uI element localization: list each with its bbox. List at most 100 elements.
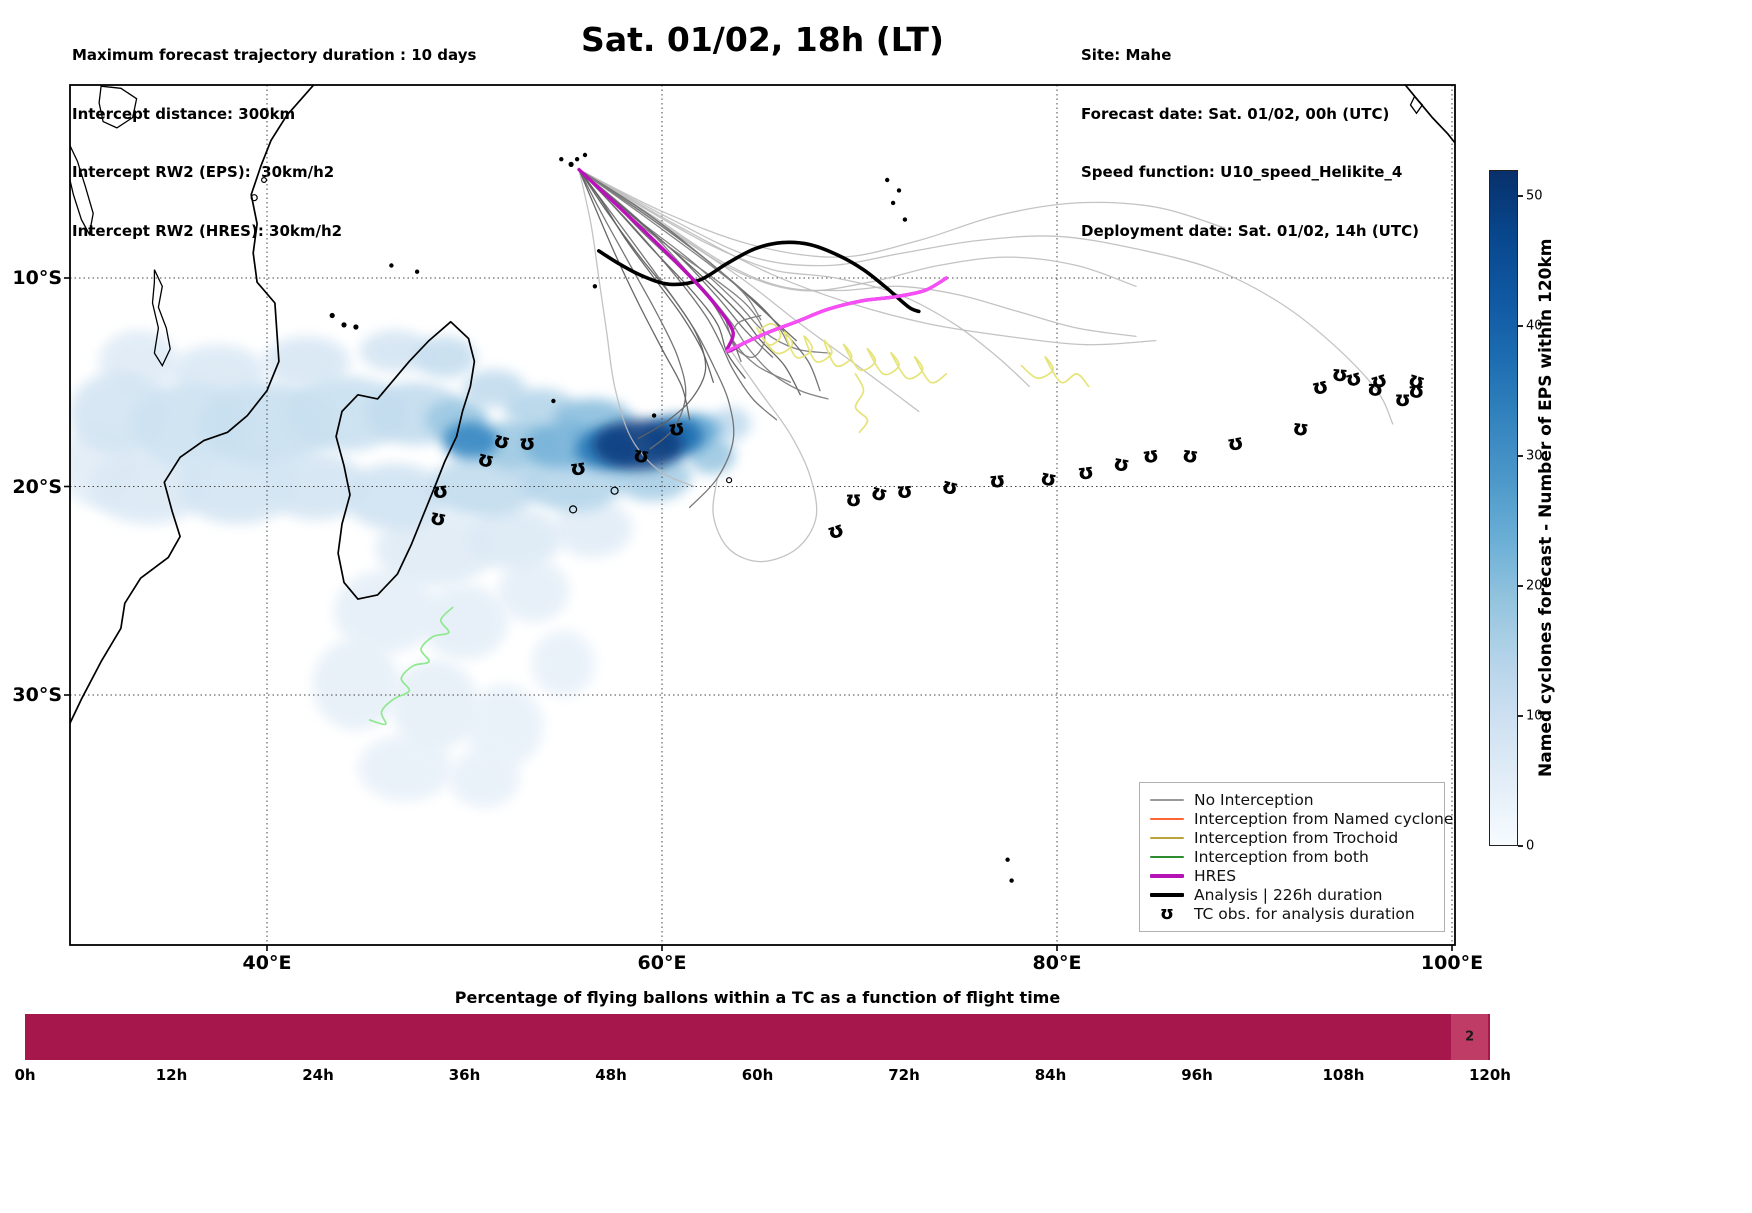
tc-obs-marker: ʊ xyxy=(1310,373,1331,400)
bottom-x-tick-label: 96h xyxy=(1181,1066,1213,1084)
density-blob xyxy=(497,559,570,623)
bottom-x-tick-label: 72h xyxy=(888,1066,920,1084)
tc-obs-marker: ʊ xyxy=(939,473,961,500)
tc-obs-marker: ʊ xyxy=(824,517,847,545)
density-blob xyxy=(413,336,477,379)
ensemble-track xyxy=(578,168,687,450)
balloon-tc-percentage-bar xyxy=(25,1014,1490,1060)
tc-obs-marker: ʊ xyxy=(491,427,513,454)
island-outline xyxy=(1409,95,1424,115)
island-dot xyxy=(582,152,588,158)
ensemble-track xyxy=(578,168,715,383)
ensemble-track-light xyxy=(578,168,1226,258)
colorbar-tick-mark xyxy=(1518,715,1523,717)
tc-obs-marker: ʊ xyxy=(667,415,687,441)
colorbar-tick-label: 10 xyxy=(1526,708,1543,724)
legend-label: TC obs. for analysis duration xyxy=(1194,905,1415,924)
density-blob xyxy=(391,659,479,752)
ensemble-track xyxy=(578,168,801,396)
colorbar-tick-label: 40 xyxy=(1526,318,1543,334)
legend-label: Interception from Trochoid xyxy=(1194,828,1399,847)
density-blob xyxy=(442,421,498,460)
colorbar-tick-label: 50 xyxy=(1526,188,1543,204)
island-dot xyxy=(890,200,896,206)
tc-obs-marker: ʊ xyxy=(1076,459,1095,485)
tc-obs-marker: ʊ xyxy=(868,479,890,507)
density-blob xyxy=(89,449,208,524)
site-line-3: Speed function: U10_speed_Helikite_4 xyxy=(1081,163,1403,181)
colorbar-tick-mark xyxy=(1518,195,1523,197)
tc-obs-marker: ʊ xyxy=(431,478,450,504)
island-dot xyxy=(574,156,580,162)
tc-obs-marker: ʊ xyxy=(1405,367,1428,395)
density-blob xyxy=(592,419,684,470)
tc-obs-icon: ʊ xyxy=(1160,903,1174,925)
legend-line-swatch xyxy=(1150,874,1184,879)
lake-outline xyxy=(151,269,171,367)
trochoid-track xyxy=(1020,356,1090,388)
bar-value-label: 2 xyxy=(1465,1029,1475,1045)
y-axis-tick-label: 20°S xyxy=(12,475,62,498)
x-axis-tick-label: 100°E xyxy=(1420,952,1484,974)
colorbar-tick-mark xyxy=(1518,325,1523,327)
ensemble-track-light xyxy=(578,168,695,488)
ensemble-track xyxy=(578,168,735,509)
bar-last-bin xyxy=(1451,1014,1488,1060)
analysis-track xyxy=(597,240,921,314)
legend-label: HRES xyxy=(1194,867,1237,886)
ensemble-track xyxy=(578,168,742,363)
tc-obs-marker: ʊ xyxy=(1331,361,1349,386)
bottom-x-tick-label: 84h xyxy=(1034,1066,1067,1084)
island-dot xyxy=(610,486,619,495)
colorbar-tick-label: 20 xyxy=(1526,578,1543,594)
site-line-2: Forecast date: Sat. 01/02, 00h (UTC) xyxy=(1081,104,1390,123)
tc-obs-marker: ʊ xyxy=(845,487,862,511)
island-dot xyxy=(592,284,598,289)
island-dot xyxy=(568,505,578,514)
coastline-layer xyxy=(70,85,1455,883)
param-line-4: Intercept RW2 (HRES): 30km/h2 xyxy=(72,221,343,240)
density-blob xyxy=(334,569,437,654)
tc-obs-marker: ʊ xyxy=(1408,378,1425,403)
island-dot xyxy=(353,324,359,330)
density-blob xyxy=(344,463,447,531)
colorbar-tick-mark xyxy=(1518,585,1523,587)
bottom-x-tick-label: 24h xyxy=(302,1066,334,1084)
legend-row: Interception from Trochoid xyxy=(1150,828,1434,847)
bottom-x-tick-label: 12h xyxy=(155,1066,188,1084)
bottom-x-tick-label: 0h xyxy=(14,1066,36,1084)
island-dot xyxy=(885,177,890,183)
island-dot xyxy=(1005,857,1010,862)
param-line-1: Maximum forecast trajectory duration : 1… xyxy=(72,46,477,64)
tc-obs-marker: ʊ xyxy=(1394,387,1410,411)
lake-outline xyxy=(98,85,138,129)
density-layer xyxy=(70,330,751,808)
trochoid-track xyxy=(755,323,948,384)
legend-row: Interception from both xyxy=(1150,847,1434,866)
tc-obs-marker: ʊ xyxy=(568,455,587,481)
ensemble-track xyxy=(578,168,821,392)
island-dot xyxy=(341,322,347,328)
legend-row: No Interception xyxy=(1150,790,1434,809)
island-dot xyxy=(551,398,556,404)
y-axis-tick-label: 10°S xyxy=(12,267,62,289)
ensemble-track-light xyxy=(578,168,1157,346)
legend-line xyxy=(1150,798,1184,801)
island-dot xyxy=(389,263,394,268)
density-blob xyxy=(711,407,751,441)
density-blob xyxy=(265,453,368,520)
tc-obs-marker: ʊ xyxy=(475,446,496,473)
trochoid-track xyxy=(854,373,869,434)
density-blob xyxy=(531,630,595,698)
legend-line-swatch xyxy=(1150,817,1184,820)
legend-line-swatch xyxy=(1150,855,1184,858)
colorbar-tick-label: 30 xyxy=(1526,448,1543,464)
bottom-x-tick-label: 120h xyxy=(1469,1066,1511,1084)
tc-obs-symbol-swatch: ʊ xyxy=(1150,905,1184,923)
island-dot xyxy=(559,156,564,162)
map-frame xyxy=(69,84,1456,946)
legend-line xyxy=(1150,893,1184,898)
